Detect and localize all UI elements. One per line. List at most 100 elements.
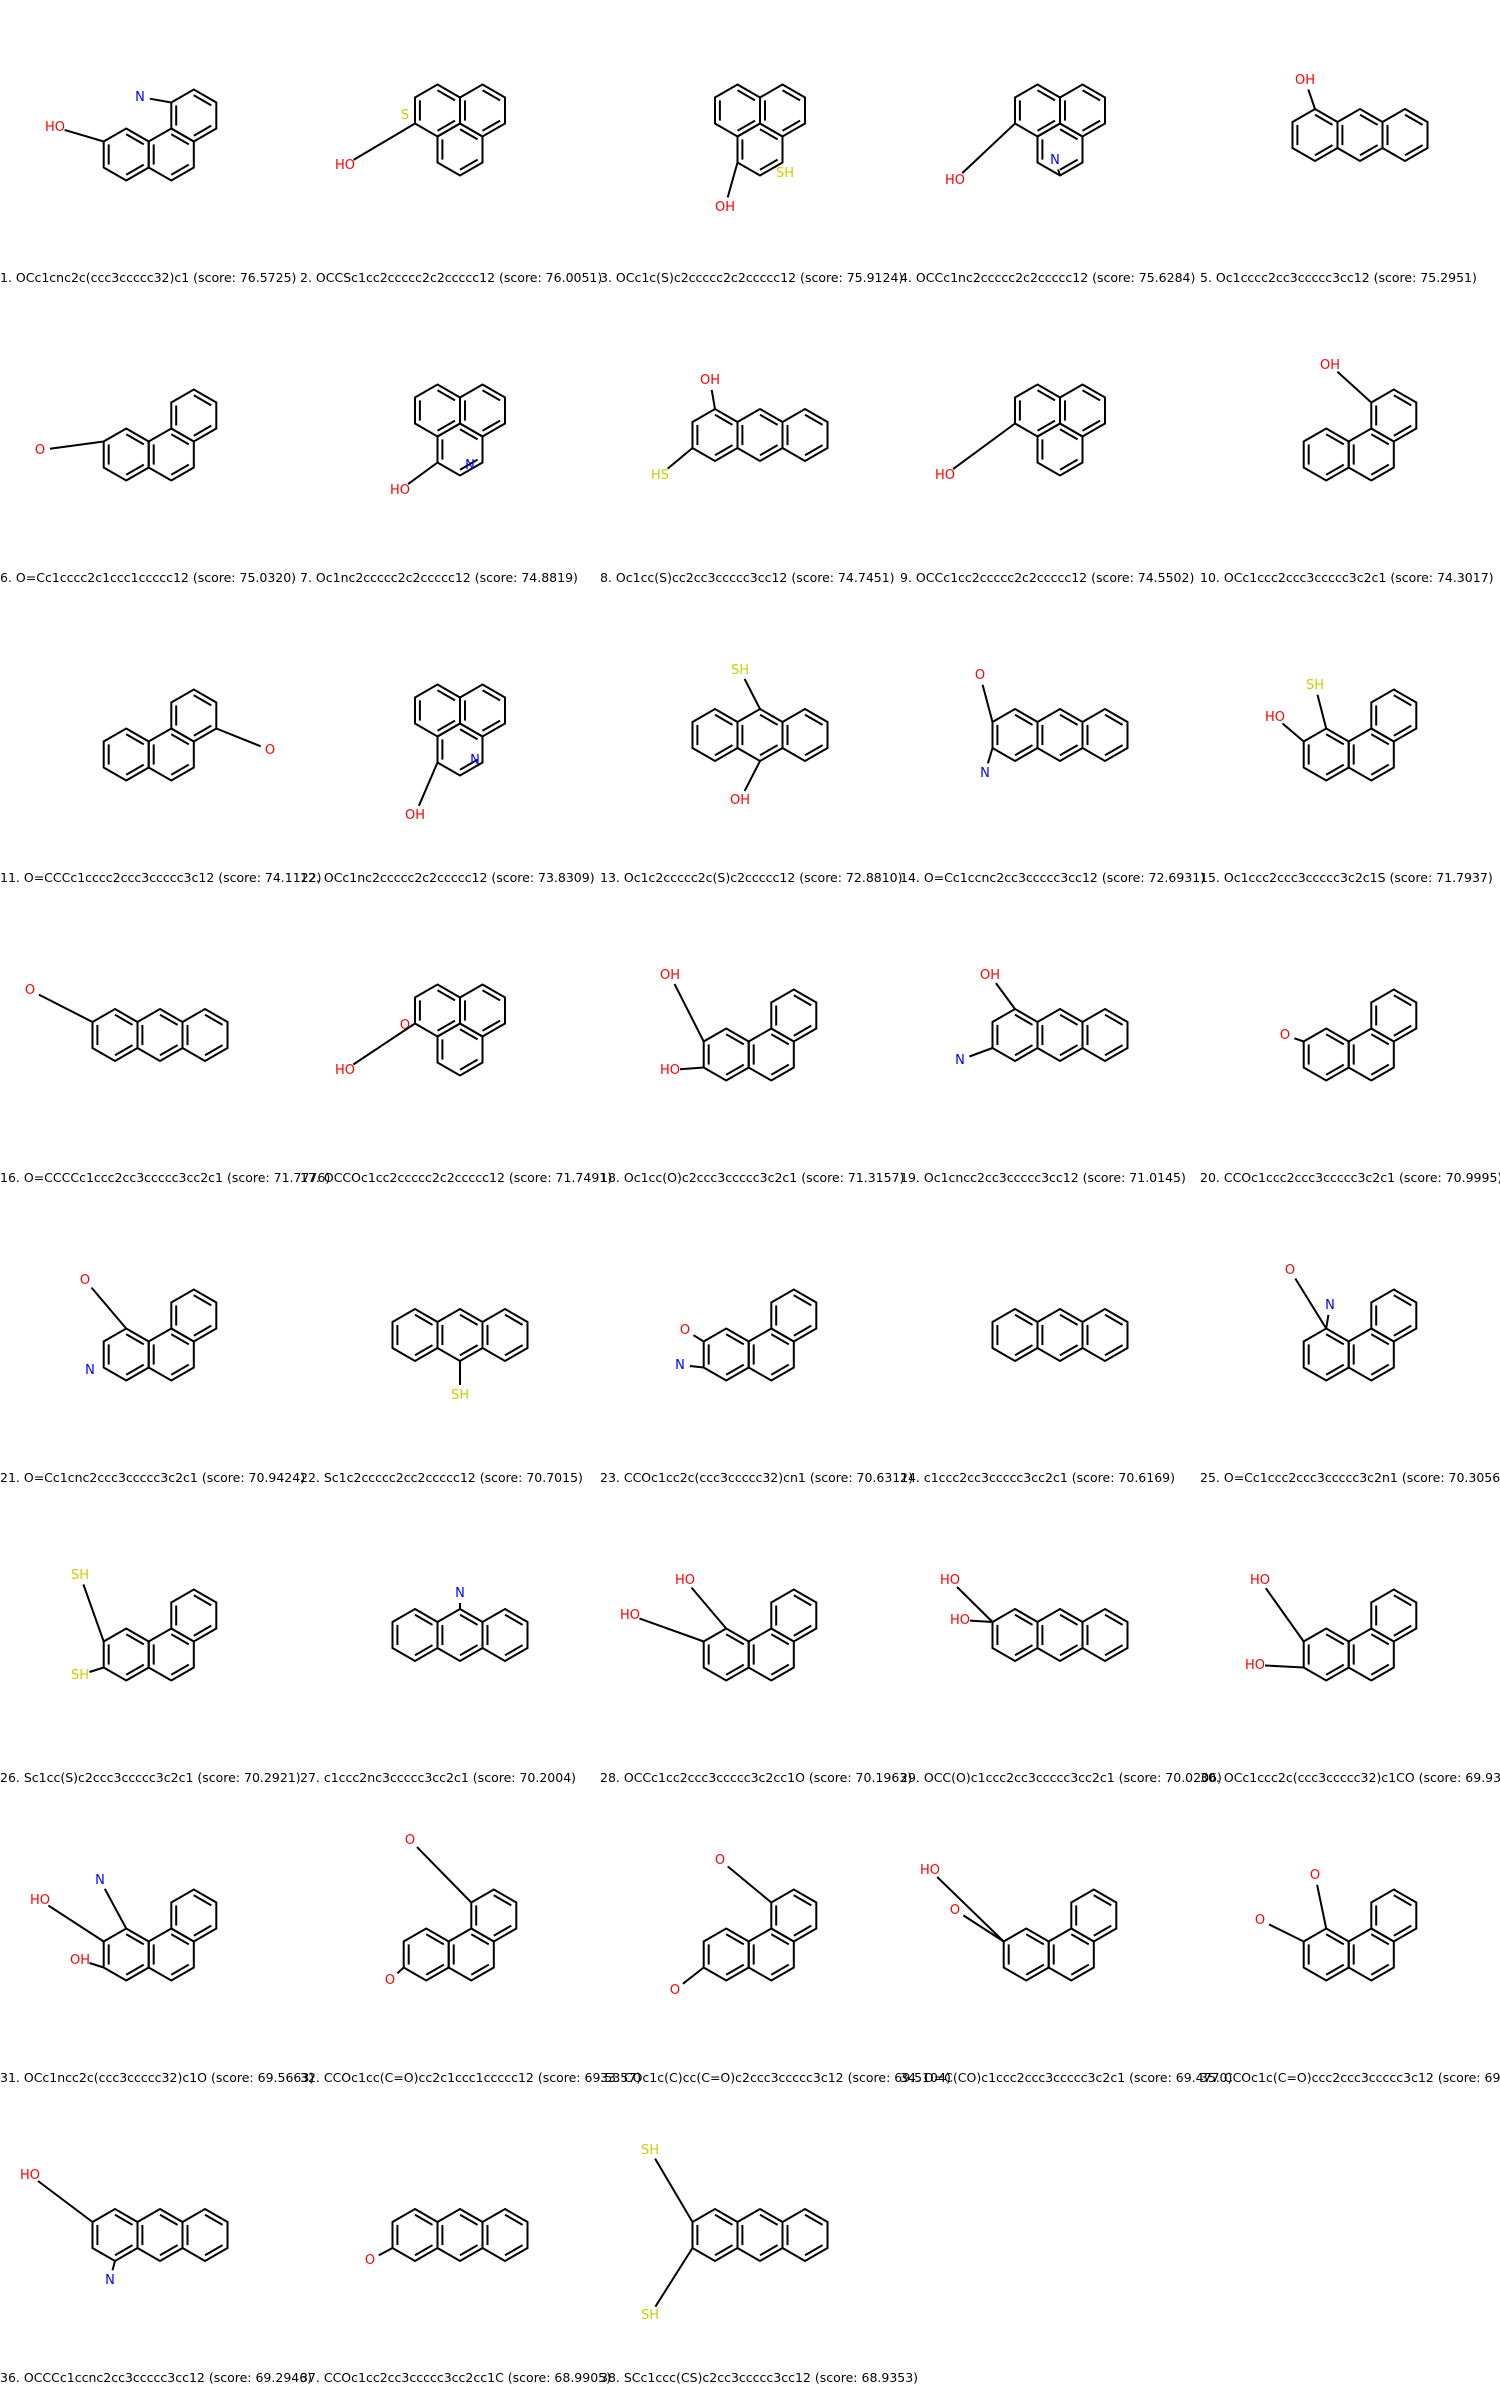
double-bond — [1314, 144, 1334, 157]
double-bond — [125, 1933, 145, 1946]
substituent-bond — [1307, 89, 1316, 110]
ring-bonds — [991, 707, 1039, 763]
substituent-bond — [743, 760, 761, 792]
double-bond — [1370, 733, 1390, 746]
double-bond — [193, 1894, 212, 1907]
molecule-caption: 21. O=Cc1cnc2ccc3ccccc3c2c1 (score: 70.9… — [0, 1470, 306, 1485]
molecule-cell: HO 9. OCCc1cc2ccccc2c2ccccc12 (score: 74.… — [900, 300, 1200, 600]
ring-bonds — [736, 122, 784, 177]
molecule-cell: N 27. c1ccc2nc3ccccc3cc2c1 (score: 70.200… — [300, 1500, 600, 1800]
substituent-bond — [995, 982, 1016, 1010]
substituent-bond — [1281, 722, 1305, 743]
molecule-caption: 20. CCOc1ccc2ccc3ccccc3c2c1 (score: 70.9… — [1200, 1170, 1500, 1185]
double-bond — [1059, 1644, 1079, 1657]
double-bond — [1393, 724, 1412, 737]
molecule-structure: O HO — [335, 983, 506, 1078]
molecule-structure: OH — [1302, 358, 1418, 482]
double-bond — [736, 119, 756, 132]
double-bond — [193, 1294, 212, 1307]
ring-bonds — [1036, 1607, 1084, 1663]
molecule-structure: N — [391, 1586, 529, 1663]
molecule-cell: OH HS 8. Oc1cc(S)cc2cc3ccccc3cc12 (score: … — [600, 300, 900, 600]
ring-bonds — [414, 983, 461, 1038]
atom-label: O — [1310, 1868, 1320, 1883]
double-bond — [1081, 119, 1101, 132]
double-bond — [725, 1933, 745, 1946]
molecule-structure — [991, 1307, 1129, 1363]
molecule-caption: 35. CCOc1c(C=O)ccc2ccc3ccccc3c12 (score:… — [1200, 2070, 1500, 2085]
double-bond — [1393, 1894, 1412, 1907]
atom-label: OH — [405, 808, 425, 823]
atom-label: OH — [1320, 358, 1340, 373]
molecule-structure: SH SH — [71, 1568, 218, 1683]
double-bond — [170, 1933, 190, 1946]
molecule-cell: HO N 1. OCc1cnc2c(ccc3ccccc32)c1 (score: 7… — [0, 0, 300, 300]
molecule-cell: SH 22. Sc1c2ccccc2cc2ccccc12 (score: 70.7… — [300, 1200, 600, 1500]
double-bond — [481, 119, 501, 132]
double-bond — [470, 1933, 490, 1946]
double-bond — [1104, 1613, 1124, 1626]
substituent-bond — [1294, 1037, 1305, 1043]
double-bond — [170, 133, 190, 146]
molecule-cell: O 16. O=CCCCc1ccc2cc3ccccc3cc2c1 (score: … — [0, 900, 331, 1200]
molecule-structure: HO SH — [1265, 678, 1418, 782]
substituent-bond — [1264, 1664, 1304, 1669]
double-bond — [1059, 1013, 1079, 1026]
substituent-bond — [103, 1888, 128, 1929]
double-bond — [770, 1363, 790, 1376]
ring-bonds — [714, 83, 761, 138]
double-bond — [1393, 1324, 1412, 1337]
double-bond — [1370, 763, 1390, 776]
molecule-cell: HO N OH 31. OCc1ncc2c(ccc3ccccc32)c1O (scor… — [0, 1800, 314, 2100]
atom-label: O — [680, 1323, 690, 1338]
substituent-bond — [111, 2260, 116, 2271]
ring-bonds — [459, 983, 506, 1038]
double-bond — [714, 2244, 734, 2257]
substituent-bond — [689, 1365, 704, 1369]
molecule-cell: OH 10. OCc1ccc2ccc3ccccc3c2c1 (score: 74.… — [1200, 300, 1500, 600]
molecule-cell: HO N 36. OCCCc1ccnc2cc3ccccc3cc12 (score: … — [0, 2100, 312, 2400]
double-bond — [1325, 1963, 1345, 1976]
double-bond — [736, 89, 756, 102]
molecule-structure: OO — [385, 1833, 518, 1988]
double-bond — [170, 1633, 190, 1646]
ring-bonds — [436, 422, 484, 477]
atom-label: O — [385, 1973, 395, 1988]
double-bond — [193, 1594, 212, 1607]
double-bond — [481, 89, 501, 102]
atom-label: O — [25, 983, 35, 998]
substituent-bond — [654, 2247, 694, 2308]
atom-label: O — [400, 1018, 410, 1033]
ring-bonds — [702, 1927, 750, 1982]
double-bond — [1059, 458, 1079, 471]
molecule-cell: HO HO 28. OCCc1cc2ccc3ccccc3c2cc1O (score:… — [600, 1500, 912, 1800]
substituent-bond — [89, 1666, 105, 1673]
double-bond — [770, 1633, 790, 1646]
molecule-caption: 13. Oc1c2ccccc2c(S)c2ccccc12 (score: 72.… — [600, 870, 903, 885]
ring-bonds — [181, 2207, 229, 2263]
double-bond — [1325, 1033, 1345, 1046]
molecule-cell: HO SH 15. Oc1ccc2ccc3ccccc3c2c1S (score: 7… — [1200, 600, 1500, 900]
double-bond — [436, 989, 456, 1002]
substituent-bond — [352, 1022, 416, 1066]
double-bond — [481, 419, 501, 432]
ring-bonds — [170, 88, 218, 143]
molecule-cell: O 20. CCOc1ccc2ccc3ccccc3c2c1 (score: 70.… — [1200, 900, 1500, 1200]
atom-label: N — [455, 1586, 465, 1601]
molecule-cell: SH OH 13. Oc1c2ccccc2c(S)c2ccccc12 (score:… — [600, 600, 903, 900]
molecule-structure: N HO — [945, 83, 1106, 188]
double-bond — [1093, 1924, 1112, 1937]
atom-label: HO — [945, 173, 965, 188]
molecule-cell: O N 25. O=Cc1ccc2ccc3ccccc3c2n1 (score: 70… — [1200, 1200, 1500, 1500]
ring-bonds — [481, 2207, 529, 2263]
double-bond — [170, 463, 190, 476]
molecule-caption: 38. SCc1ccc(CS)c2cc3ccccc3cc12 (score: 6… — [600, 2370, 919, 2385]
molecule-caption: 18. Oc1cc(O)c2ccc3ccccc3c2c1 (score: 71.… — [600, 1170, 905, 1185]
double-bond — [1104, 1013, 1124, 1026]
double-bond — [159, 1044, 179, 1057]
substituent-bond — [673, 983, 705, 1042]
double-bond — [770, 1063, 790, 1076]
molecule-cell: O N 23. CCOc1cc2c(ccc3ccccc32)cn1 (score: … — [600, 1200, 913, 1500]
double-bond — [725, 1633, 745, 1646]
molecule-caption: 16. O=CCCCc1ccc2cc3ccccc3cc2c1 (score: 7… — [0, 1170, 331, 1185]
